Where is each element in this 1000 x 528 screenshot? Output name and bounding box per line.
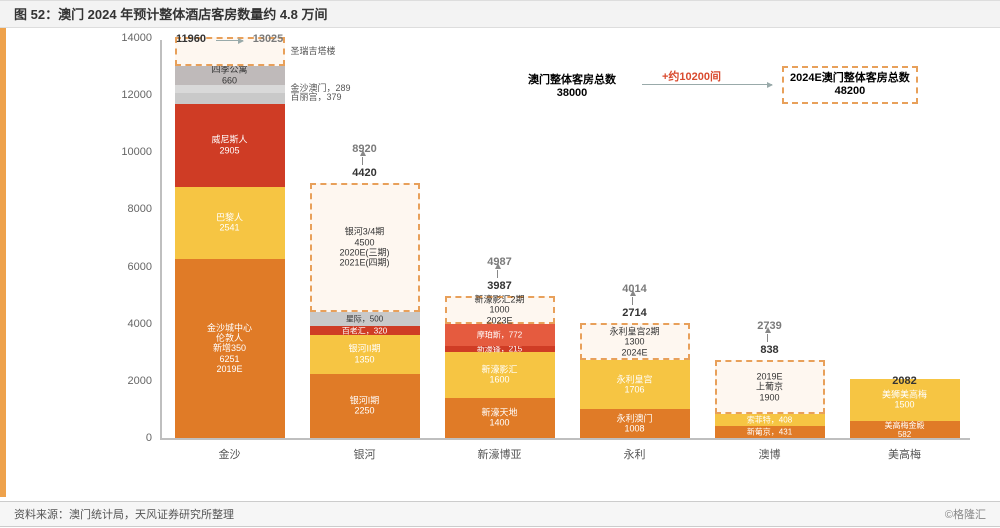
chart-title: 图 52：澳门 2024 年预计整体酒店客房数量约 4.8 万间 [0, 0, 1000, 28]
x-tick: 银河 [354, 438, 376, 462]
segment [175, 85, 285, 93]
segment-label: 新濠影汇 1600 [445, 365, 555, 386]
current-total: 4420 [352, 167, 376, 179]
y-tick: 8000 [128, 203, 162, 215]
segment-label: 四季公寓 660 [175, 65, 285, 86]
future-total: 4014 [622, 283, 646, 295]
segment: 美高梅金殿 582 [850, 421, 960, 438]
segment-side-label: 圣瑞吉塔楼 [291, 44, 336, 57]
future-total: 8920 [352, 143, 376, 155]
y-tick: 12000 [121, 89, 162, 101]
segment-label: 威尼斯人 2905 [175, 135, 285, 156]
segment: 永利皇宫 1706 [580, 360, 690, 409]
footer: 资料来源：澳门统计局，天风证券研究所整理 ©格隆汇 [0, 501, 1000, 527]
equation-left-box: 澳门整体客房总数 38000 [522, 70, 622, 104]
segment: 四季公寓 660 [175, 66, 285, 85]
segment-side-label: 金沙澳门，289 [291, 81, 351, 94]
segment: 永利澳门 1008 [580, 409, 690, 438]
current-total: 2082 [892, 375, 916, 387]
current-total: 838 [760, 344, 778, 356]
future-total: 4987 [487, 256, 511, 268]
segment-label: 2019E 上葡京 1900 [717, 371, 823, 402]
arrow-up-icon [497, 270, 498, 278]
segment-label: 百老汇，320 [310, 326, 420, 335]
segment-label: 银河I期 2250 [310, 396, 420, 417]
chart-area: 02000400060008000100001200014000金沙金沙城中心 … [100, 40, 970, 470]
y-tick: 4000 [128, 318, 162, 330]
segment-label: 新葡京，431 [715, 427, 825, 436]
segment-label: 新濠天地 1400 [445, 408, 555, 429]
segment: 星际，500 [310, 312, 420, 326]
segment-future: 银河3/4期 4500 2020E(三期) 2021E(四期) [310, 183, 420, 312]
segment-label: 索菲特，408 [715, 415, 825, 424]
segment: 银河I期 2250 [310, 374, 420, 438]
x-tick: 永利 [624, 438, 646, 462]
current-total: 2714 [622, 307, 646, 319]
left-accent-bar [0, 28, 6, 497]
segment-future: 新濠影汇2期 1000 2023E [445, 296, 555, 325]
y-tick: 14000 [121, 32, 162, 44]
watermark: ©格隆汇 [945, 502, 986, 528]
future-total: 13025 [253, 33, 284, 45]
future-total: 2739 [757, 320, 781, 332]
segment: 索菲特，408 [715, 414, 825, 426]
segment-label: 美高梅金殿 582 [850, 421, 960, 439]
x-tick: 美高梅 [888, 438, 921, 462]
segment: 摩珀斯，772 [445, 324, 555, 346]
segment-label: 银河II期 1350 [310, 344, 420, 365]
y-tick: 0 [146, 432, 162, 444]
arrow-up-icon [632, 297, 633, 305]
segment: 银河II期 1350 [310, 335, 420, 374]
segment: 金沙城中心 伦敦人 新增350 6251 2019E [175, 259, 285, 438]
segment-label: 永利皇宫2期 1300 2024E [582, 326, 688, 357]
segment: 百老汇，320 [310, 326, 420, 335]
source-text: 资料来源：澳门统计局，天风证券研究所整理 [14, 509, 234, 521]
segment: 威尼斯人 2905 [175, 104, 285, 187]
equation-right-box: 2024E澳门整体客房总数 48200 [782, 66, 918, 104]
segment: 新濠锋，215 [445, 346, 555, 352]
segment-label: 新濠影汇2期 1000 2023E [447, 294, 553, 325]
current-total: 3987 [487, 280, 511, 292]
segment: 新濠天地 1400 [445, 398, 555, 438]
segment-label: 金沙城中心 伦敦人 新增350 6251 2019E [175, 323, 285, 375]
segment-label: 永利皇宫 1706 [580, 374, 690, 395]
current-total: 11960 [176, 33, 206, 45]
segment-future: 2019E 上葡京 1900 [715, 360, 825, 414]
equation-plus-text: +约10200间 [662, 68, 721, 84]
segment-future: 永利皇宫2期 1300 2024E [580, 323, 690, 360]
plot: 02000400060008000100001200014000金沙金沙城中心 … [160, 40, 970, 440]
segment-label: 美狮美高梅 1500 [850, 390, 960, 411]
y-tick: 6000 [128, 261, 162, 273]
arrow-up-icon [362, 157, 363, 165]
x-tick: 澳博 [759, 438, 781, 462]
segment: 新濠影汇 1600 [445, 352, 555, 398]
x-tick: 金沙 [219, 438, 241, 462]
segment-label: 星际，500 [310, 314, 420, 323]
y-tick: 2000 [128, 375, 162, 387]
segment: 新葡京，431 [715, 426, 825, 438]
segment-label: 摩珀斯，772 [445, 331, 555, 340]
segment-label: 巴黎人 2541 [175, 213, 285, 234]
segment-label: 永利澳门 1008 [580, 413, 690, 434]
segment [175, 93, 285, 104]
segment-label: 银河3/4期 4500 2020E(三期) 2021E(四期) [312, 227, 418, 268]
arrow-up-icon [767, 334, 768, 342]
x-tick: 新濠博亚 [478, 438, 522, 462]
arrow-right-icon [216, 40, 242, 41]
equation-arrow-icon [642, 84, 772, 85]
y-tick: 10000 [121, 146, 162, 158]
segment: 巴黎人 2541 [175, 187, 285, 260]
